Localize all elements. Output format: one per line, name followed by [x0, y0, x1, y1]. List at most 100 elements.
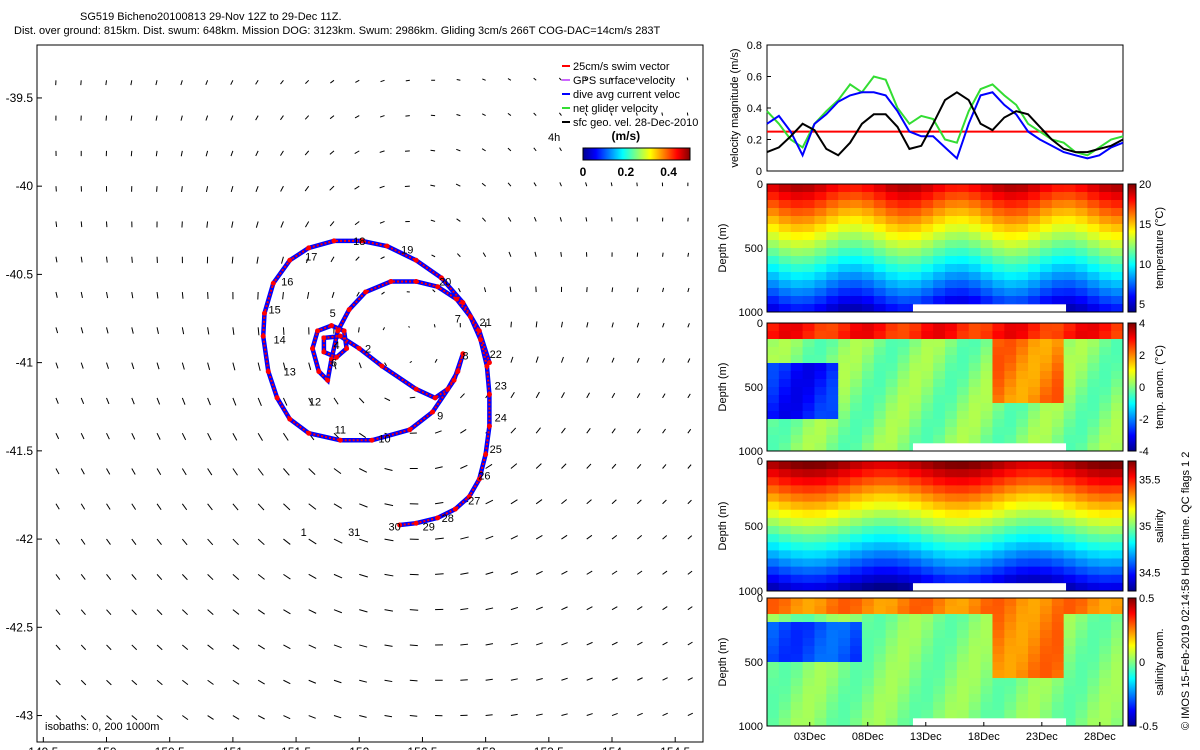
section-cell	[956, 630, 970, 639]
section-cell	[992, 550, 1005, 559]
velocity-arrow	[384, 609, 393, 612]
section-cell	[873, 339, 887, 348]
velocity-arrow	[55, 327, 59, 334]
velocity-arrow	[559, 217, 562, 222]
velocity-arrow	[380, 256, 385, 260]
section-cell	[802, 501, 815, 511]
section-cell	[1063, 614, 1077, 623]
section-cell	[1028, 216, 1041, 225]
section-cell	[861, 200, 875, 209]
section-cell	[968, 654, 982, 663]
section-cell	[1016, 534, 1029, 543]
section-cell	[968, 710, 982, 719]
velocity-arrow	[255, 185, 259, 192]
section-cell	[802, 526, 815, 535]
section-cell	[885, 387, 899, 396]
day-label: 13	[284, 366, 296, 378]
section-cell	[1039, 622, 1053, 631]
section-cell	[909, 542, 922, 551]
section-cell	[1028, 184, 1041, 193]
section-cell	[1075, 240, 1088, 249]
velocity-arrow	[106, 644, 112, 651]
velocity-arrow	[80, 397, 85, 404]
section-cell	[826, 371, 839, 380]
velocity-arrow	[257, 468, 264, 476]
section-cell	[909, 574, 922, 584]
section-cell	[814, 582, 827, 592]
section-cell	[945, 493, 958, 503]
map-x-tick-label: 150.5	[155, 745, 185, 750]
section-cell	[1087, 304, 1100, 313]
section-cell	[1016, 208, 1029, 217]
section-cell	[921, 232, 934, 241]
section-cell	[826, 208, 839, 217]
velocity-arrow	[232, 432, 238, 441]
section-cell	[1111, 630, 1124, 639]
section-cell	[873, 702, 887, 711]
section-cell	[861, 248, 875, 257]
section-cell	[838, 427, 851, 436]
section-cell	[1087, 550, 1100, 559]
section-cell	[778, 558, 792, 568]
section-cell	[885, 526, 899, 535]
velocity-arrow	[329, 115, 335, 120]
section-cell	[921, 501, 934, 511]
section-cell	[921, 427, 934, 436]
velocity-arrow	[359, 573, 368, 578]
section-cell	[1028, 550, 1041, 559]
velocity-arrow	[155, 80, 158, 86]
section-cell	[980, 363, 993, 372]
section-cell	[1099, 558, 1112, 568]
section-cell	[992, 355, 1005, 364]
section-cell	[802, 582, 815, 592]
section-cell	[933, 542, 946, 551]
section-cell	[885, 240, 899, 249]
section-cell	[1075, 256, 1088, 265]
section-cell	[838, 509, 851, 519]
section-cell	[802, 477, 815, 486]
section-cell	[945, 614, 958, 623]
track-point	[432, 395, 438, 401]
section-cell	[1111, 526, 1124, 535]
section-cell	[921, 509, 934, 519]
section-cell	[1111, 371, 1124, 380]
section-colorbar-label: temp. anom. (°C)	[1154, 345, 1166, 429]
velocity-arrow	[308, 468, 316, 476]
section-cell	[1028, 280, 1041, 289]
velocity-arrow	[432, 289, 436, 293]
section-missing-data	[912, 443, 1067, 451]
velocity-arrow	[535, 427, 541, 434]
velocity-arrow	[507, 147, 512, 152]
section-cell	[861, 622, 875, 631]
section-cell	[1111, 435, 1124, 444]
velocity-arrow	[207, 609, 214, 615]
section-cell	[790, 630, 804, 639]
velocity-arrow	[280, 221, 284, 228]
section-cell	[861, 347, 875, 356]
velocity-arrow	[379, 150, 385, 153]
section-cell	[933, 461, 946, 470]
velocity-arrow	[280, 150, 284, 156]
velocity-arrow	[560, 356, 564, 363]
section-cell	[909, 566, 922, 576]
section-cell	[1063, 517, 1077, 527]
section-cell	[802, 256, 815, 265]
section-cell	[861, 288, 875, 297]
section-cell	[1028, 419, 1041, 428]
section-cell	[802, 614, 815, 623]
track-point	[328, 356, 334, 362]
section-cell	[933, 184, 946, 193]
section-colorbar-tick-label: 4	[1139, 318, 1145, 330]
velocity-arrow	[180, 115, 183, 121]
velocity-arrow	[230, 80, 234, 85]
velocity-arrow	[131, 715, 138, 721]
section-cell	[945, 638, 958, 647]
section-cell	[1075, 443, 1088, 452]
section-cell	[790, 469, 804, 478]
section-cell	[1051, 694, 1065, 703]
velocity-arrow	[687, 712, 693, 716]
section-cell	[1075, 331, 1088, 340]
velocity-arrow	[106, 432, 110, 440]
section-cell	[897, 501, 910, 511]
section-cell	[850, 582, 863, 592]
